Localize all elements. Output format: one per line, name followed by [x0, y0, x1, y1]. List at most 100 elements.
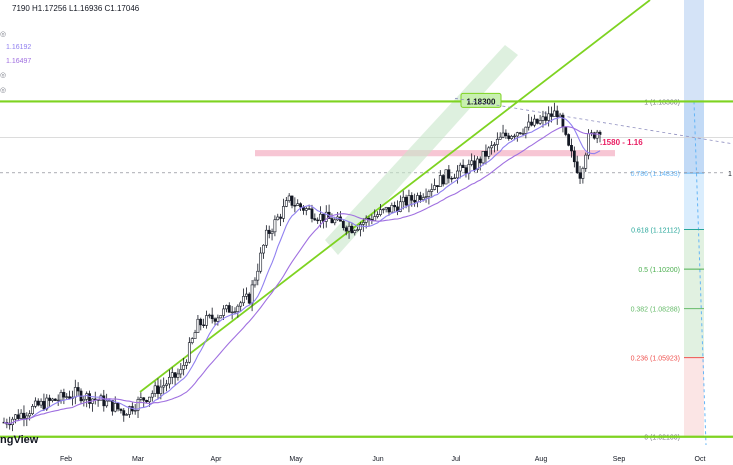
- candle-body: [282, 206, 285, 219]
- candle-body: [205, 315, 208, 326]
- candle-body: [59, 392, 63, 401]
- candle-body: [398, 201, 402, 212]
- fib-zone: [684, 0, 704, 174]
- candle-body: [427, 191, 431, 197]
- candle-body: [284, 200, 288, 207]
- fib-zone: [684, 308, 704, 358]
- candle-body: [416, 195, 419, 203]
- candle-body: [33, 400, 37, 407]
- candle-body: [88, 393, 91, 404]
- price-axis-label: 1: [728, 171, 732, 178]
- candle-body: [28, 413, 32, 417]
- x-tick-label: Oct: [695, 456, 706, 463]
- resistance-zone: [255, 150, 615, 157]
- candle-body: [413, 199, 417, 203]
- candle-body: [464, 167, 468, 174]
- candle-body: [122, 410, 126, 416]
- candle-body: [196, 318, 200, 333]
- candle-body: [436, 185, 439, 187]
- candle-body: [316, 219, 320, 222]
- candle-body: [433, 185, 437, 190]
- candle-body: [481, 151, 485, 164]
- candle-body: [213, 318, 217, 322]
- candle-body: [193, 332, 197, 339]
- candle-body: [524, 126, 528, 134]
- fib-level-label: 1 (1.18300): [644, 99, 680, 106]
- candle-body: [202, 324, 206, 326]
- candle-body: [270, 231, 274, 234]
- candle-body: [410, 195, 414, 201]
- candle-body: [19, 412, 23, 419]
- candle-body: [293, 205, 297, 207]
- candle-body: [296, 203, 300, 206]
- candle-body: [533, 118, 536, 126]
- candle-body: [273, 219, 277, 233]
- candle-body: [207, 314, 211, 317]
- candle-body: [470, 160, 474, 165]
- candle-body: [313, 218, 317, 221]
- candle-body: [219, 315, 223, 319]
- candle-body: [247, 293, 251, 304]
- candle-body: [244, 293, 248, 297]
- x-tick-label: Apr: [211, 456, 223, 463]
- candle-body: [390, 204, 394, 213]
- candle-body: [73, 387, 77, 398]
- candle-body: [330, 218, 334, 224]
- candle-body: [493, 144, 496, 146]
- x-tick-label: Mar: [132, 456, 145, 463]
- candle-body: [361, 222, 365, 225]
- candle-body: [310, 208, 314, 219]
- eye-icon[interactable]: ◎: [0, 72, 7, 79]
- candle-body: [68, 396, 71, 399]
- candle-body: [116, 403, 120, 410]
- candle-body: [381, 208, 385, 211]
- candle-body: [53, 398, 57, 401]
- candle-body: [210, 314, 214, 320]
- x-tick-label: Jul: [452, 456, 461, 463]
- candle-body: [444, 169, 448, 185]
- candle-body: [359, 224, 362, 230]
- downtrend-dashed-line: [454, 97, 733, 145]
- moving-average-slow: [3, 126, 601, 425]
- candle-body: [145, 399, 148, 403]
- candle-body: [407, 195, 411, 206]
- candle-body: [36, 400, 40, 406]
- candle-body: [544, 116, 548, 121]
- candle-body: [547, 113, 551, 121]
- candle-body: [264, 229, 268, 246]
- candle-body: [321, 213, 325, 222]
- fib-level-label: 0.236 (1.05923): [631, 356, 680, 363]
- candle-body: [515, 132, 519, 137]
- eye-icon[interactable]: ◎: [0, 31, 7, 38]
- candle-body: [22, 412, 26, 419]
- candle-body: [572, 150, 576, 163]
- candle-body: [458, 164, 462, 172]
- fib-zone: [684, 269, 704, 309]
- candle-body: [176, 373, 180, 378]
- candle-body: [384, 207, 388, 210]
- candle-body: [139, 397, 143, 400]
- candle-body: [421, 197, 425, 200]
- candle-body: [478, 158, 482, 164]
- candle-body: [418, 195, 422, 200]
- candle-body: [373, 216, 377, 221]
- candle-body: [167, 376, 171, 385]
- fib-level-label: 0.618 (1.12112): [631, 227, 680, 234]
- candle-body: [39, 401, 43, 406]
- candle-body: [592, 132, 596, 139]
- candle-body: [578, 172, 582, 179]
- candle-body: [170, 372, 174, 378]
- candle-body: [159, 386, 163, 394]
- candle-body: [518, 132, 522, 134]
- candle-body: [31, 405, 34, 414]
- candle-body: [367, 217, 371, 220]
- fib-level-label: 0.5 (1.10200): [638, 267, 680, 274]
- eye-icon[interactable]: ◎: [0, 87, 7, 94]
- candle-body: [65, 396, 69, 398]
- ohlc-readout: 7190 H1.17256 L1.16936 C1.17046: [12, 4, 140, 13]
- candle-body: [404, 196, 408, 206]
- candle-body: [541, 116, 545, 121]
- candle-body: [236, 305, 240, 312]
- candle-body: [364, 217, 368, 223]
